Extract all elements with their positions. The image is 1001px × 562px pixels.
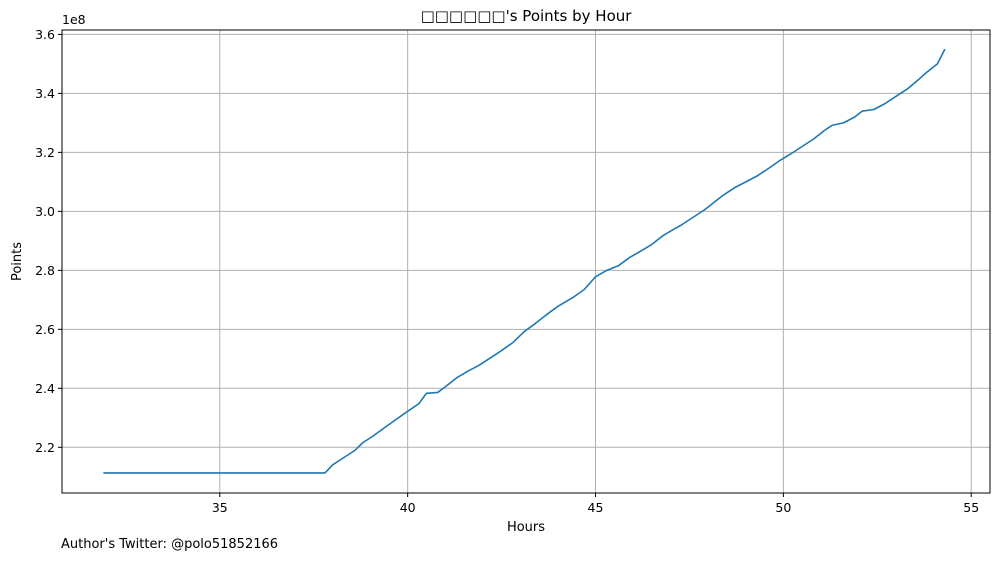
- y-tick-label: 3.2: [35, 145, 55, 160]
- y-tick-label: 3.6: [35, 27, 55, 42]
- plot-frame: [61, 29, 991, 494]
- points-series-line: [103, 48, 946, 474]
- author-twitter-note: Author's Twitter: @polo51852166: [61, 537, 279, 552]
- x-tick-label: 45: [588, 500, 604, 515]
- y-tick-label: 2.6: [35, 322, 55, 337]
- y-axis-title: Points: [10, 242, 25, 281]
- y-tick-label: 2.2: [35, 440, 55, 455]
- x-axis-title: Hours: [507, 520, 545, 535]
- y-tick-label: 2.4: [35, 381, 55, 396]
- x-tick-label: 50: [775, 500, 791, 515]
- grid-lines: [62, 30, 990, 493]
- series-layer: [103, 48, 946, 474]
- y-tick-label: 2.8: [35, 263, 55, 278]
- axis-ticks: 35 40 45 50 55 2.2 2.4 2.6 2.8 3.0 3.2 3.4 3.6: [35, 27, 979, 515]
- y-tick-label: 3.0: [35, 204, 55, 219]
- x-tick-label: 35: [212, 500, 228, 515]
- y-axis-offset-label: 1e8: [62, 12, 86, 27]
- x-tick-label: 40: [400, 500, 416, 515]
- y-tick-label: 3.4: [35, 86, 55, 101]
- chart-title: □□□□□□'s Points by Hour: [421, 7, 633, 25]
- x-tick-label: 55: [963, 500, 979, 515]
